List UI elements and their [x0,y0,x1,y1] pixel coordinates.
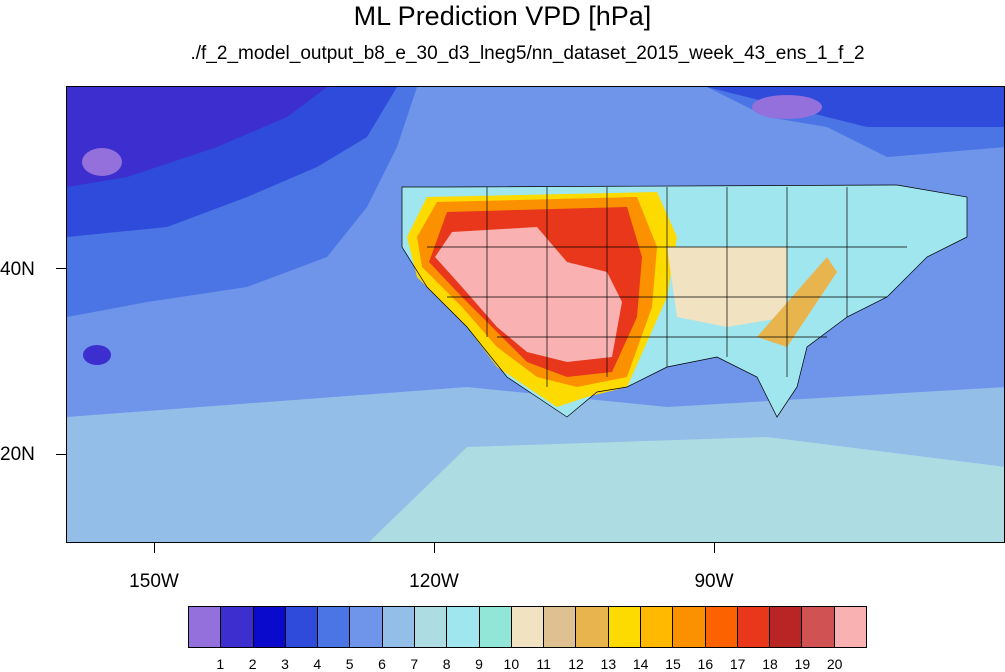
colorbar-box [770,607,803,647]
vpd-2-spot [83,345,111,365]
colorbar-box [447,607,480,647]
colorbar-tick-label: 15 [665,656,681,672]
colorbar-box [834,607,866,647]
colorbar-tick-label: 4 [313,656,322,672]
colorbar-box [350,607,383,647]
colorbar-tick-label: 6 [378,656,386,672]
colorbar-tick-label: 7 [410,656,419,672]
colorbar-tick-label: 5 [345,656,354,672]
y-tick-label: 40N [0,259,35,280]
vpd-2-band [67,87,327,187]
colorbar-box [705,607,738,647]
vpd-contour-map [67,87,1004,542]
colorbar-box [253,607,286,647]
y-tick [56,268,66,269]
colorbar-box [608,607,641,647]
colorbar-box [802,607,835,647]
x-tick-label: 120W [409,571,459,592]
colorbar-tick-label: 2 [248,656,257,672]
colorbar-tick-label: 13 [600,656,617,672]
colorbar-tick-label: 8 [442,656,451,672]
colorbar-tick-label: 14 [632,656,649,672]
colorbar-tick-label: 20 [826,656,843,672]
colorbar-tick-label: 12 [568,656,584,672]
x-tick [154,543,155,553]
vpd-13-region [757,257,837,347]
vpd-7-band [369,437,1004,542]
colorbar-tick-label: 3 [281,656,289,672]
colorbar-box [511,607,545,647]
x-tick [714,543,715,553]
colorbar-box [285,607,319,647]
colorbar-tick-label: 1 [216,656,225,672]
colorbar [188,606,867,648]
state-borders [401,184,968,418]
x-tick-label: 90W [694,571,734,592]
vpd-20-region [435,227,622,362]
colorbar-tick-label: 11 [536,656,551,672]
colorbar-tick-label: 17 [729,656,746,672]
colorbar-tick-label: 18 [762,656,778,672]
y-tick-label: 20N [0,444,35,465]
x-tick-label: 150W [129,571,179,592]
colorbar-tick-label: 16 [697,656,714,672]
chart-subtitle: ./f_2_model_output_b8_e_30_d3_lneg5/nn_d… [190,43,865,64]
colorbar-box [318,607,351,647]
colorbar-box [640,607,674,647]
colorbar-box [382,607,415,647]
colorbar-tick-label: 9 [475,656,483,672]
y-tick [56,454,66,455]
colorbar-box [576,607,609,647]
x-tick [434,543,435,553]
colorbar-box [737,607,771,647]
colorbar-tick-label: 19 [794,656,811,672]
vpd-1-ne [752,95,822,119]
colorbar-box [414,607,448,647]
vpd-1-spot [82,148,122,176]
colorbar-box [479,607,512,647]
colorbar-box [544,607,577,647]
colorbar-tick-label: 10 [503,656,520,672]
colorbar-box [673,607,706,647]
colorbar-box [221,607,254,647]
colorbar-box [189,607,222,647]
map-panel [66,86,1005,543]
chart-title: ML Prediction VPD [hPa] [353,1,652,31]
